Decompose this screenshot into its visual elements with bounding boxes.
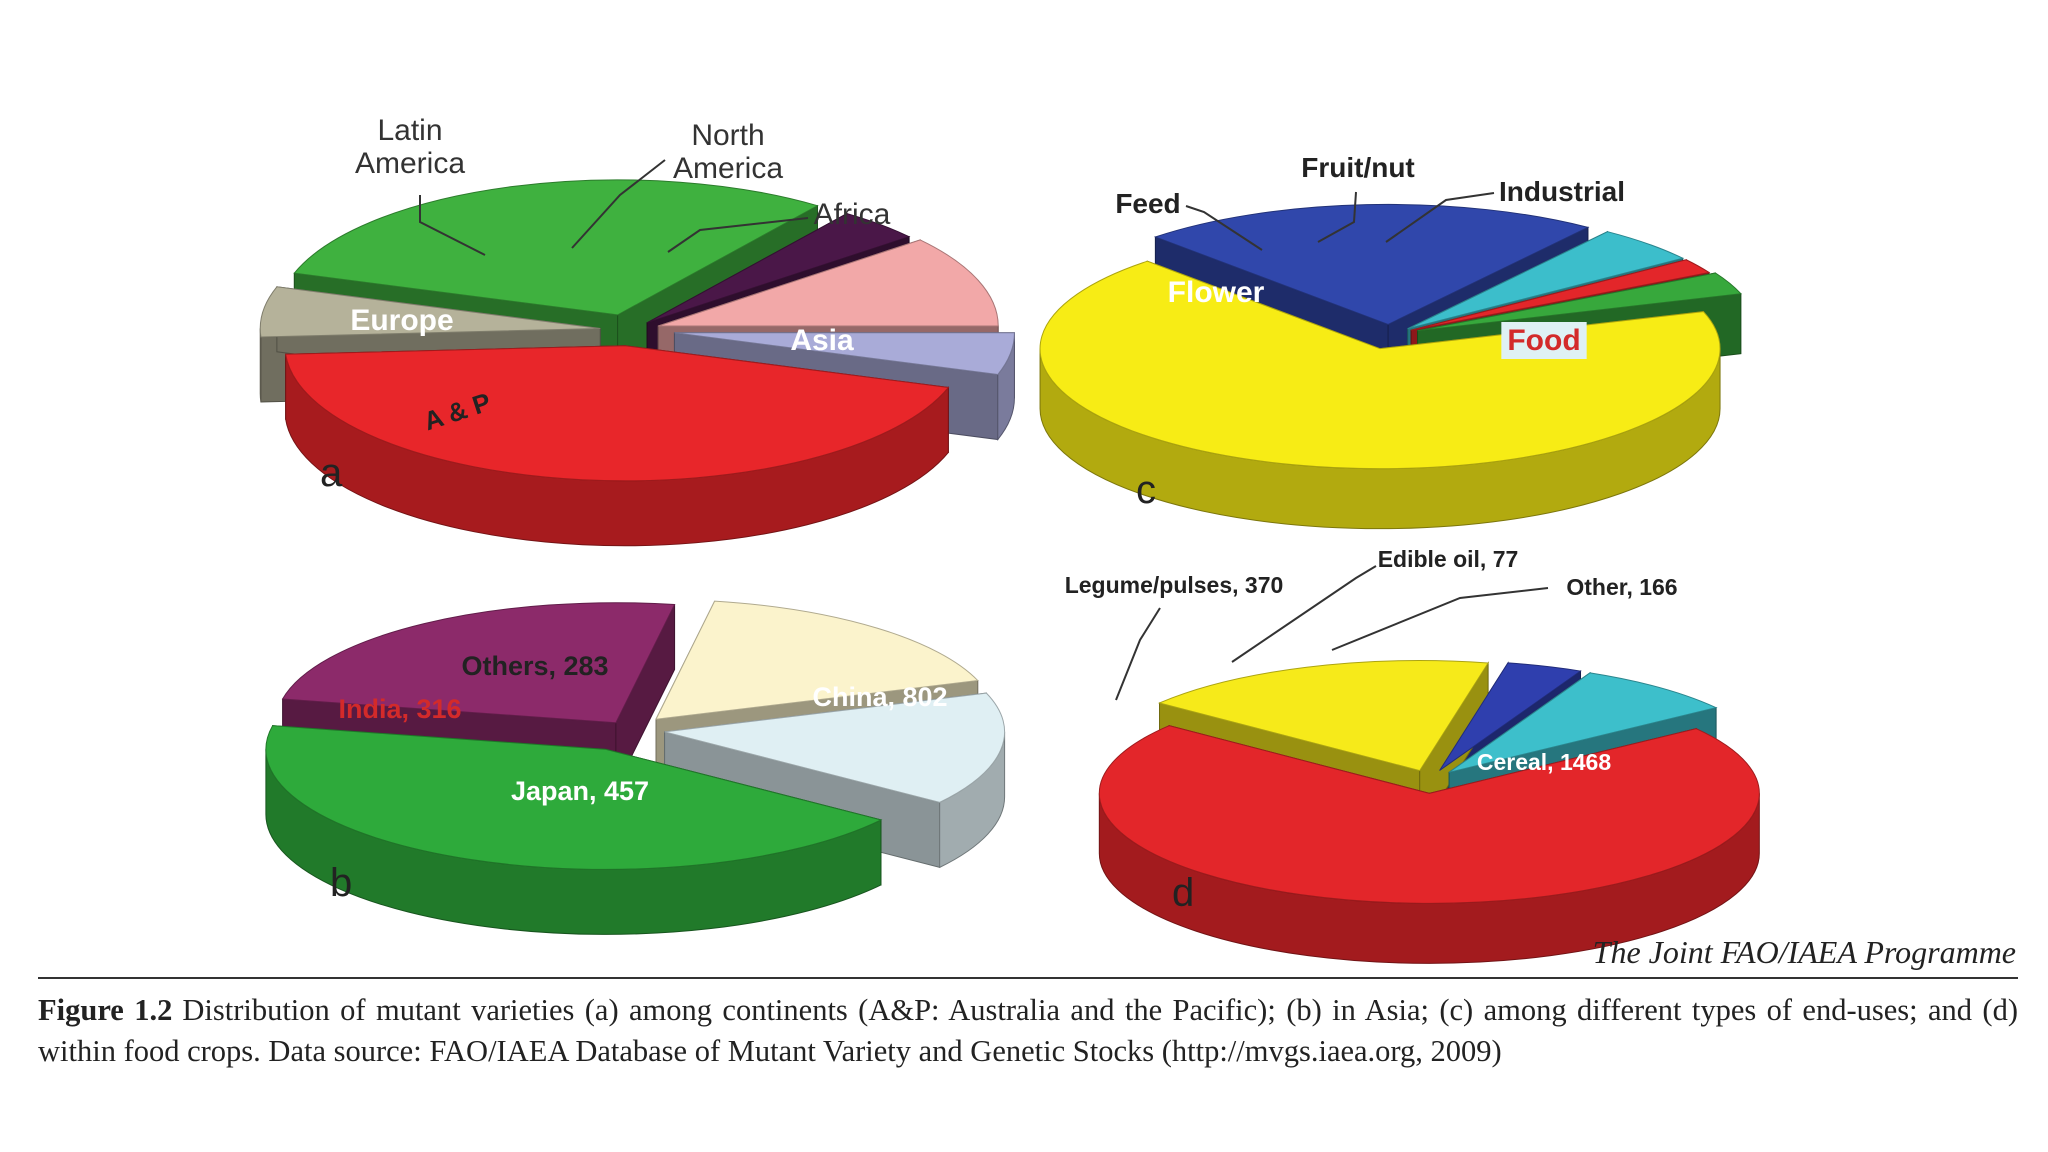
pie-chart-d: Cereal, 1468 Legume/pulses, 370 Edible oil…: [1065, 546, 1760, 964]
caption-label: Figure 1.2: [38, 993, 173, 1027]
label-box-food: [1501, 322, 1587, 359]
label-edible-oil-77: Edible oil, 77: [1378, 546, 1519, 572]
slice-others-283: [664, 692, 1006, 803]
leader-other-166: [1331, 587, 1549, 651]
caption-divider: [38, 977, 2018, 979]
slice-cereal-1468: [1098, 725, 1760, 904]
leader-latin-america: [419, 195, 486, 256]
label-other-166: Other, 166: [1566, 574, 1677, 600]
slice-india-316: [655, 600, 979, 720]
rim-a-p: [259, 328, 262, 403]
pie-chart-c: Food Flower Feed Fruit/nut Industrial c: [1039, 152, 1742, 530]
label-china-802: China, 802: [812, 682, 947, 712]
label-fruit-nut: Fruit/nut: [1301, 152, 1415, 183]
label-feed: Feed: [1115, 188, 1180, 219]
source-attribution: The Joint FAO/IAEA Programme: [1592, 934, 2016, 970]
leader-fruit-nut: [1317, 191, 1357, 243]
slice-feed: [1407, 231, 1685, 330]
label-latin-america: Latin America: [355, 114, 465, 180]
label-others-283: Others, 283: [461, 651, 608, 681]
slice-other-166: [1448, 672, 1718, 773]
slice-fruit-nut: [1410, 259, 1711, 331]
leader-feed: [1185, 205, 1263, 251]
label-cereal-1468: Cereal, 1468: [1477, 749, 1611, 775]
leader-legume-pulses-370: [1115, 607, 1161, 701]
slice-edible-oil-77: [1439, 662, 1582, 771]
label-africa: Africa: [814, 198, 891, 231]
slice-japan-457: [281, 602, 676, 724]
label-japan-457: Japan, 457: [511, 776, 649, 806]
label-flower: Flower: [1168, 276, 1265, 309]
slice-industrial: [1417, 272, 1742, 332]
label-legume-pulses-370: Legume/pulses, 370: [1065, 572, 1284, 598]
panel-letter-d: d: [1172, 871, 1194, 915]
slice-africa: [674, 332, 1015, 376]
figure-caption: Figure 1.2 Distribution of mutant varieti…: [38, 990, 2018, 1072]
label-europe: Europe: [350, 304, 453, 337]
slice-legume-pulses-370: [1157, 660, 1489, 772]
slice-north-america: [658, 239, 999, 327]
label-food: Food: [1507, 324, 1580, 357]
panel-letter-b: b: [330, 861, 352, 905]
leader-industrial: [1385, 192, 1495, 243]
leader-edible-oil-77: [1231, 565, 1377, 663]
caption-text: Distribution of mutant varieties (a) amo…: [38, 993, 2018, 1068]
slice-flower: [1153, 203, 1590, 325]
slice-asia: [285, 345, 950, 482]
label-india-316: India, 316: [338, 694, 461, 724]
slice-latin-america: [646, 213, 911, 324]
slice-a-p: [259, 286, 601, 338]
panel-letter-c: c: [1136, 468, 1156, 512]
label-north-america: North America: [673, 119, 783, 185]
slice-europe: [293, 179, 819, 316]
slice-china-802: [265, 725, 883, 870]
label-asia: Asia: [790, 324, 854, 357]
leader-north-america: [571, 159, 666, 249]
label-industrial: Industrial: [1499, 176, 1625, 207]
leader-africa: [667, 217, 809, 253]
panel-letter-a: a: [320, 451, 343, 495]
slice-food: [1039, 260, 1721, 470]
